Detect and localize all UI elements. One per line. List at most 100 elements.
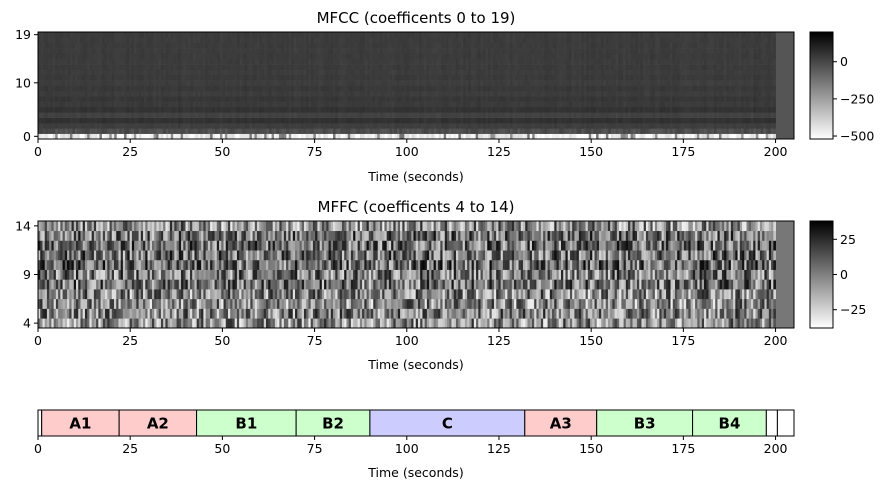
heatmap-cell xyxy=(475,64,479,70)
heatmap-cell xyxy=(662,58,666,65)
heatmap-cell xyxy=(647,90,651,97)
heatmap-cell xyxy=(141,74,145,81)
heatmap-cell xyxy=(178,48,181,54)
heatmap-cell xyxy=(561,85,565,92)
heatmap-cell xyxy=(57,80,61,86)
heatmap-cell xyxy=(473,112,477,118)
heatmap-cell xyxy=(60,122,63,129)
heatmap-cell xyxy=(202,117,206,124)
heatmap-cell xyxy=(694,64,698,70)
heatmap-cell xyxy=(133,69,137,76)
heatmap-cell xyxy=(367,128,371,134)
heatmap-cell xyxy=(394,74,398,81)
heatmap-cell xyxy=(67,106,71,113)
heatmap-cell xyxy=(296,112,300,118)
heatmap-cell xyxy=(542,101,545,108)
heatmap-cell xyxy=(347,96,351,102)
heatmap-cell xyxy=(50,101,54,108)
heatmap-cell xyxy=(755,96,759,102)
heatmap-cell xyxy=(276,69,280,76)
heatmap-cell xyxy=(635,106,639,113)
heatmap-cell xyxy=(254,53,258,60)
heatmap-cell xyxy=(72,117,76,124)
heatmap-cell xyxy=(156,48,159,54)
heatmap-cell xyxy=(416,112,420,118)
heatmap-cell xyxy=(542,106,545,113)
heatmap-cell xyxy=(726,122,730,129)
heatmap-cell xyxy=(355,53,359,60)
heatmap-cell xyxy=(232,101,236,108)
heatmap-cell xyxy=(315,122,319,129)
heatmap-cell xyxy=(544,106,548,113)
heatmap-cell xyxy=(657,90,661,97)
heatmap-cell xyxy=(770,106,774,113)
heatmap-cell xyxy=(50,112,54,118)
heatmap-cell xyxy=(335,128,339,134)
heatmap-cell xyxy=(630,80,634,86)
heatmap-cell xyxy=(42,128,46,134)
heatmap-cell xyxy=(453,74,457,81)
heatmap-cell xyxy=(126,117,130,124)
heatmap-cell xyxy=(237,64,240,70)
heatmap-cell xyxy=(82,74,86,81)
heatmap-cell xyxy=(723,69,727,76)
heatmap-cell xyxy=(674,117,678,124)
heatmap-cell xyxy=(97,117,100,124)
heatmap-cell xyxy=(337,106,341,113)
heatmap-cell xyxy=(409,48,413,54)
heatmap-cell xyxy=(128,117,132,124)
heatmap-cell xyxy=(652,64,656,70)
heatmap-cell xyxy=(468,128,472,134)
heatmap-cell xyxy=(655,122,658,129)
heatmap-cell xyxy=(428,122,432,129)
heatmap-cell xyxy=(345,48,349,54)
heatmap-cell xyxy=(478,96,481,102)
heatmap-cell xyxy=(79,58,83,65)
heatmap-cell xyxy=(657,53,661,60)
heatmap-cell xyxy=(396,74,400,81)
heatmap-cell xyxy=(610,69,614,76)
heatmap-cell xyxy=(573,101,577,108)
heatmap-cell xyxy=(446,64,449,70)
heatmap-cell xyxy=(246,128,250,134)
heatmap-cell xyxy=(684,64,688,70)
heatmap-cell xyxy=(719,112,722,118)
heatmap-cell xyxy=(468,80,472,86)
heatmap-cell xyxy=(121,106,125,113)
heatmap-cell xyxy=(664,85,668,92)
heatmap-cell xyxy=(419,122,422,129)
heatmap-cell xyxy=(345,122,349,129)
heatmap-cell xyxy=(556,80,560,86)
heatmap-cell xyxy=(554,85,558,92)
heatmap-cell xyxy=(438,96,442,102)
heatmap-cell xyxy=(256,101,260,108)
heatmap-cell xyxy=(610,128,614,134)
heatmap-cell xyxy=(219,58,223,65)
heatmap-cell xyxy=(392,64,395,70)
heatmap-cell xyxy=(367,58,371,65)
heatmap-cell xyxy=(755,64,759,70)
heatmap-cell xyxy=(714,122,717,129)
heatmap-cell xyxy=(608,64,612,70)
heatmap-cell xyxy=(701,90,705,97)
heatmap-cell xyxy=(65,64,68,70)
heatmap-cell xyxy=(229,48,233,54)
heatmap-cell xyxy=(364,106,368,113)
heatmap-cell xyxy=(483,90,486,97)
heatmap-cell xyxy=(483,53,486,60)
heatmap-cell xyxy=(443,128,447,134)
heatmap-cell xyxy=(433,112,437,118)
heatmap-cell xyxy=(47,122,51,129)
heatmap-cell xyxy=(333,80,336,86)
heatmap-cell xyxy=(163,85,167,92)
heatmap-cell xyxy=(610,117,614,124)
heatmap-cell xyxy=(74,58,78,65)
heatmap-cell xyxy=(414,117,418,124)
heatmap-cell xyxy=(111,128,115,134)
heatmap-cell xyxy=(455,133,459,139)
heatmap-cell xyxy=(337,112,341,118)
heatmap-cell xyxy=(288,128,292,134)
heatmap-cell xyxy=(72,69,76,76)
heatmap-cell xyxy=(185,48,189,54)
heatmap-cell xyxy=(328,80,331,86)
